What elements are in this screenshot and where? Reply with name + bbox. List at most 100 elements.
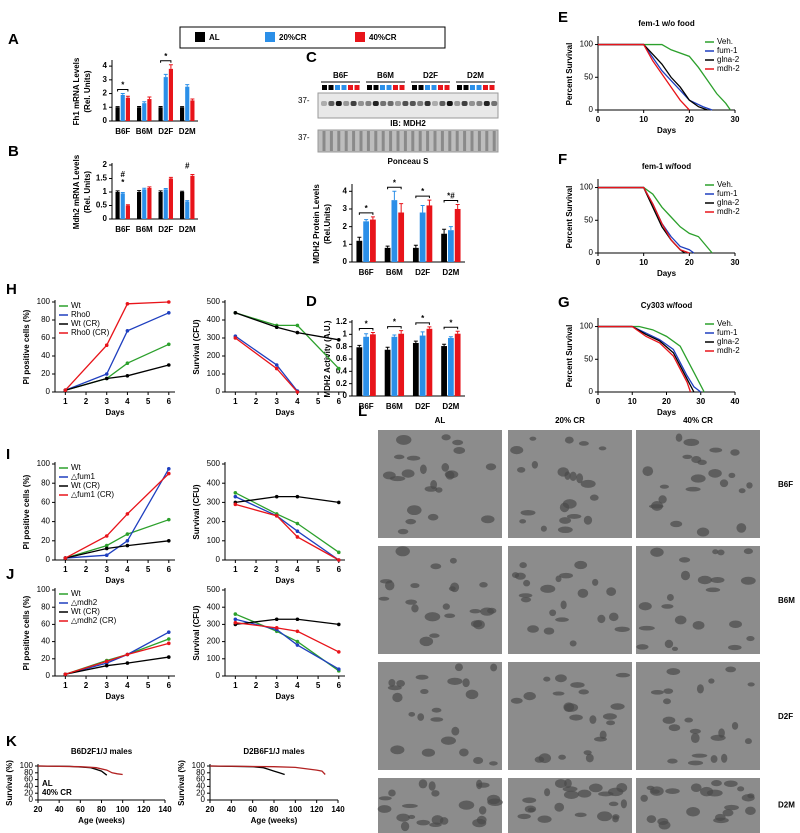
mitochondrion bbox=[583, 515, 593, 525]
mitochondrion bbox=[453, 447, 466, 454]
lane-key bbox=[399, 85, 405, 90]
y-axis-title: Survival (%) bbox=[5, 760, 14, 806]
annotation: * bbox=[421, 314, 425, 323]
mitochondrion bbox=[517, 813, 531, 820]
mitochondrion bbox=[429, 633, 440, 638]
mitochondrion bbox=[678, 557, 691, 563]
mitochondrion bbox=[675, 433, 683, 442]
mitochondrion bbox=[540, 525, 547, 532]
x-tick-label: 3 bbox=[274, 681, 279, 690]
lane-label: B6M bbox=[377, 71, 394, 80]
y-tick-label: 0.6 bbox=[336, 354, 348, 363]
mitochondrion bbox=[522, 797, 537, 804]
error-bar bbox=[357, 236, 362, 241]
y-tick-label: 400 bbox=[207, 315, 221, 324]
significance-bracket bbox=[358, 212, 374, 215]
error-bar bbox=[442, 228, 447, 234]
blot-band bbox=[321, 101, 327, 106]
error-bar bbox=[115, 190, 120, 192]
mitochondrion bbox=[388, 679, 396, 687]
mitochondrion bbox=[520, 509, 536, 516]
mitochondrion bbox=[692, 621, 705, 630]
x-tick-label: 4 bbox=[125, 565, 130, 574]
x-axis-title: Days bbox=[105, 692, 125, 701]
y-tick-label: 100 bbox=[37, 459, 51, 468]
annotation: * bbox=[365, 204, 369, 213]
y-tick-label: 20 bbox=[41, 369, 50, 378]
x-tick-label: 60 bbox=[248, 805, 257, 814]
mitochondrion bbox=[563, 790, 579, 799]
mitochondrion bbox=[559, 572, 573, 579]
x-tick-label: 20 bbox=[206, 805, 215, 814]
x-tick-label: D2M bbox=[179, 127, 196, 136]
panel-letter: H bbox=[6, 281, 17, 298]
annotation: * bbox=[121, 81, 125, 90]
mitochondrion bbox=[667, 758, 678, 764]
mitochondrion bbox=[614, 626, 630, 632]
y-axis-title: PI positive cells (%) bbox=[22, 595, 31, 670]
mitochondrion bbox=[554, 802, 565, 812]
mitochondrion bbox=[680, 570, 691, 581]
mitochondrion bbox=[746, 636, 755, 642]
mitochondrion bbox=[408, 711, 416, 717]
y-tick-label: 0.2 bbox=[336, 379, 348, 388]
error-bar bbox=[427, 326, 432, 329]
bar bbox=[158, 192, 163, 219]
mitochondrion bbox=[594, 736, 607, 742]
line bbox=[235, 618, 340, 670]
significance-bracket bbox=[443, 200, 459, 203]
mitochondrion bbox=[642, 466, 654, 477]
line bbox=[65, 540, 169, 559]
mitochondrion bbox=[585, 753, 594, 763]
legend-label: △fum1 bbox=[71, 472, 95, 481]
mitochondrion bbox=[671, 646, 679, 651]
bar bbox=[137, 192, 142, 219]
mitochondrion bbox=[723, 780, 738, 787]
bar bbox=[384, 349, 391, 396]
x-tick-label: 5 bbox=[316, 681, 321, 690]
mitochondrion bbox=[597, 614, 606, 624]
annotation: * bbox=[449, 318, 453, 327]
mitochondrion bbox=[744, 738, 752, 745]
y-tick-label: 200 bbox=[207, 517, 221, 526]
error-bar bbox=[455, 330, 460, 334]
mitochondrion bbox=[714, 813, 726, 821]
mitochondrion bbox=[700, 786, 714, 797]
bar bbox=[190, 175, 195, 219]
y-tick-label: 300 bbox=[207, 498, 221, 507]
mitochondrion bbox=[566, 513, 582, 519]
x-tick-label: 6 bbox=[167, 397, 172, 406]
error-bar bbox=[190, 173, 195, 176]
error-bar bbox=[399, 330, 404, 334]
y-tick-label: 3 bbox=[103, 75, 108, 84]
x-tick-label: 1 bbox=[63, 681, 68, 690]
legend-label: fum-1 bbox=[717, 328, 738, 337]
mitochondrion bbox=[378, 796, 392, 801]
line bbox=[598, 43, 690, 111]
blot-band bbox=[402, 101, 409, 106]
y-tick-label: 50 bbox=[584, 215, 593, 224]
x-tick-label: 120 bbox=[310, 805, 324, 814]
x-tick-label: 0 bbox=[596, 115, 601, 124]
blot-band bbox=[446, 101, 453, 106]
mitochondrion bbox=[592, 578, 599, 586]
y-tick-label: 0 bbox=[216, 555, 221, 564]
line bbox=[235, 622, 340, 653]
y-tick-label: 300 bbox=[207, 333, 221, 342]
mitochondrion bbox=[476, 779, 483, 790]
line bbox=[235, 495, 339, 504]
mitochondrion bbox=[663, 698, 671, 705]
mitochondrion bbox=[659, 484, 669, 489]
mitochondrion bbox=[393, 454, 405, 460]
x-tick-label: 6 bbox=[337, 565, 342, 574]
error-bar bbox=[168, 64, 173, 69]
significance-bracket bbox=[415, 195, 430, 199]
x-tick-label: 40 bbox=[227, 805, 236, 814]
x-tick-label: 2 bbox=[84, 565, 89, 574]
annotation: # bbox=[121, 170, 126, 179]
mitochondrion bbox=[444, 613, 456, 619]
error-bar bbox=[448, 226, 453, 231]
lane-label: D2F bbox=[423, 71, 438, 80]
mitochondrion bbox=[450, 582, 460, 593]
bar bbox=[120, 193, 125, 219]
